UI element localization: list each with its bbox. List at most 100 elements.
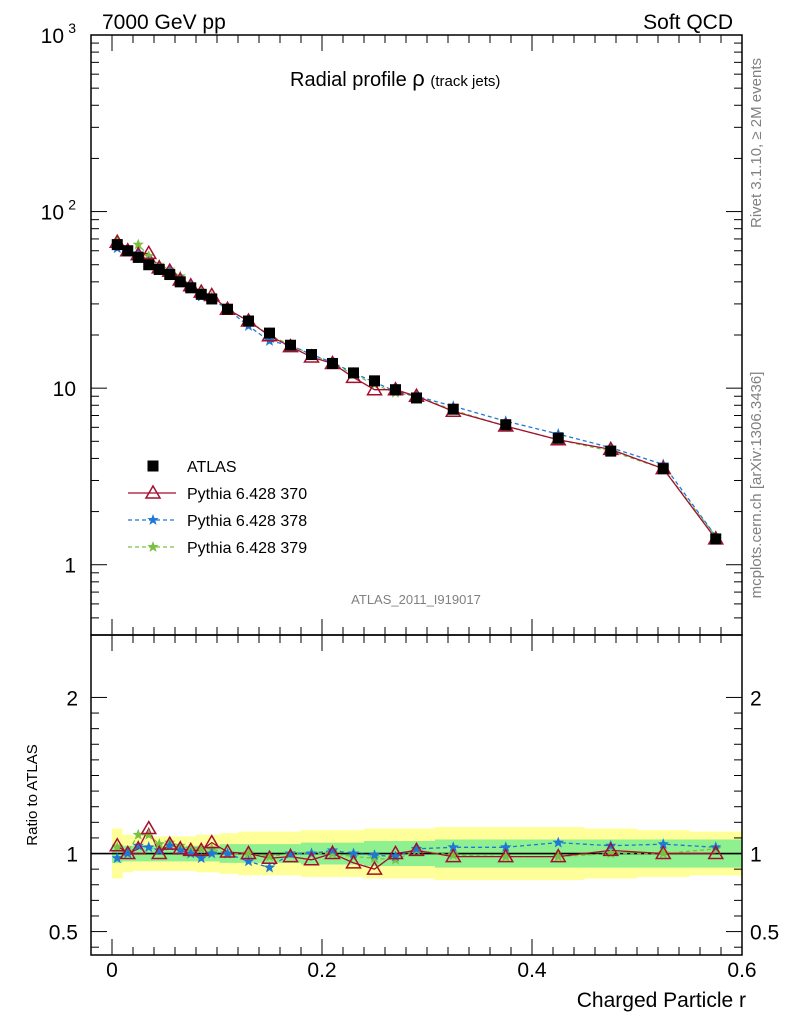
legend-marker-1 bbox=[144, 484, 162, 499]
ratio-point-s2-17 bbox=[368, 852, 381, 864]
ratio-point-s0-18 bbox=[387, 845, 404, 860]
ratio-point-s2-11 bbox=[242, 847, 255, 859]
ratio-point-s1-21 bbox=[500, 841, 512, 853]
ratio-point-s1-13 bbox=[284, 847, 297, 859]
main-point-s3-3 bbox=[143, 250, 155, 261]
ratio-point-s2-20 bbox=[447, 849, 459, 860]
ratio-point-s2-12 bbox=[263, 850, 276, 862]
ratio-point-s2-24 bbox=[657, 847, 669, 859]
ratio-point-s2-15 bbox=[326, 847, 339, 859]
ratio-frame bbox=[90, 634, 743, 956]
legend-label-3: Pythia 6.428 379 bbox=[187, 540, 307, 557]
main-point-s0-17 bbox=[369, 375, 380, 387]
ratio-point-s1-20 bbox=[447, 841, 459, 853]
main-point-s0-15 bbox=[327, 357, 338, 369]
main-point-s0-6 bbox=[174, 276, 186, 288]
ratio-ytick-label-left: 0.5 bbox=[49, 922, 78, 945]
ratio-point-s1-18 bbox=[389, 850, 402, 862]
main-point-s0-25 bbox=[710, 533, 722, 545]
ratio-point-s1-17 bbox=[368, 849, 381, 860]
ratio-point-s0-0 bbox=[108, 837, 126, 852]
ratio-point-s1-8 bbox=[195, 852, 207, 864]
main-point-s0-8 bbox=[195, 288, 207, 300]
ratio-point-s0-21 bbox=[497, 848, 515, 863]
main-point-s0-16 bbox=[348, 367, 359, 379]
main-point-s0-11 bbox=[243, 315, 254, 327]
ratio-panel: 0.5 0.5 1 1 2 2 0 0.2 0.4 0.6 Ratio to ATLAS Char… bbox=[24, 634, 779, 1012]
legend: ATLAS Pythia 6.428 370 Pythia 6.428 378 Pyt… bbox=[128, 459, 307, 557]
ratio-point-s0-5 bbox=[161, 835, 179, 850]
ratio-point-s2-22 bbox=[552, 850, 564, 862]
rivet-label: Rivet 3.1.10, ≥ 2M events bbox=[748, 58, 765, 228]
header-left: 7000 GeV pp bbox=[102, 11, 226, 34]
ratio-xtick-label: 0.6 bbox=[727, 959, 756, 982]
ratio-point-s1-19 bbox=[410, 842, 423, 854]
ratio-point-s0-13 bbox=[282, 848, 299, 863]
main-point-s0-13 bbox=[285, 339, 296, 351]
main-point-s0-5 bbox=[164, 269, 176, 281]
ratio-ytick-label-right: 2 bbox=[750, 687, 762, 710]
ratio-point-s1-22 bbox=[552, 836, 564, 848]
title-symbol: ρ bbox=[412, 66, 425, 91]
ratio-point-s0-17 bbox=[366, 860, 383, 875]
main-point-s0-3 bbox=[143, 259, 155, 271]
ratio-point-s0-11 bbox=[240, 845, 257, 860]
main-ytick-exponent: 3 bbox=[68, 20, 76, 36]
ratio-marks bbox=[91, 820, 742, 881]
header-right: Soft QCD bbox=[643, 11, 733, 34]
ratio-point-s1-16 bbox=[347, 847, 360, 859]
main-title: Radial profile ρ (track jets) bbox=[290, 66, 500, 91]
watermark: ATLAS_2011_I919017 bbox=[351, 592, 481, 607]
ratio-point-s1-5 bbox=[164, 839, 176, 851]
ratio-xtick-label: 0.2 bbox=[307, 959, 336, 982]
main-point-s0-18 bbox=[390, 384, 401, 396]
ratio-point-s0-12 bbox=[261, 849, 278, 864]
ratio-xtick-label: 0.4 bbox=[517, 959, 547, 982]
main-point-s0-2 bbox=[132, 251, 144, 263]
main-ytick-label: 10 bbox=[41, 25, 64, 48]
ratio-point-s0-19 bbox=[408, 841, 425, 857]
legend-label-1: Pythia 6.428 370 bbox=[187, 486, 307, 503]
main-marks bbox=[108, 233, 725, 545]
legend-label-0: ATLAS bbox=[187, 459, 237, 476]
main-point-s0-20 bbox=[447, 403, 459, 415]
ratio-point-s0-25 bbox=[707, 845, 725, 860]
ratio-ytick-label-left: 1 bbox=[66, 844, 78, 867]
ratio-point-s2-2 bbox=[132, 828, 144, 840]
ratio-ylabel: Ratio to ATLAS bbox=[24, 744, 41, 845]
main-point-s1-17 bbox=[366, 381, 383, 396]
ratio-point-s0-22 bbox=[549, 848, 567, 863]
main-point-s0-0 bbox=[111, 239, 123, 251]
ratio-point-s1-2 bbox=[132, 839, 144, 851]
main-ytick-label: 10 bbox=[53, 378, 76, 401]
ratio-point-s0-15 bbox=[324, 845, 341, 860]
main-point-s1-3 bbox=[140, 244, 158, 260]
mcplots-label: mcplots.cern.ch [arXiv:1306.3436] bbox=[748, 372, 765, 599]
main-point-s3-2 bbox=[132, 238, 144, 250]
ratio-point-s0-9 bbox=[203, 834, 221, 849]
ratio-point-s0-2 bbox=[129, 840, 147, 855]
ratio-point-s1-6 bbox=[174, 844, 186, 856]
main-point-s0-1 bbox=[122, 245, 134, 257]
ratio-xlabel: Charged Particle r bbox=[577, 989, 746, 1012]
ratio-point-s0-23 bbox=[602, 841, 620, 857]
ratio-point-s1-0 bbox=[111, 852, 123, 864]
ratio-ytick-label-left: 2 bbox=[66, 687, 78, 710]
ratio-ytick-label-right: 0.5 bbox=[750, 922, 779, 945]
ratio-point-s1-11 bbox=[242, 855, 255, 867]
ratio-point-s0-16 bbox=[345, 854, 362, 869]
ratio-point-s1-12 bbox=[263, 861, 276, 873]
legend-marker-2 bbox=[147, 514, 159, 525]
main-point-s0-22 bbox=[552, 432, 564, 444]
ratio-point-s2-21 bbox=[500, 850, 512, 862]
main-point-s0-14 bbox=[306, 349, 317, 361]
ratio-point-s0-4 bbox=[150, 845, 168, 860]
ratio-point-s2-8 bbox=[195, 842, 207, 854]
main-point-s0-7 bbox=[185, 282, 197, 294]
main-point-s0-12 bbox=[264, 327, 275, 339]
ratio-point-s0-14 bbox=[303, 851, 320, 866]
legend-marker-0 bbox=[147, 460, 159, 472]
ratio-point-s2-23 bbox=[605, 847, 617, 859]
